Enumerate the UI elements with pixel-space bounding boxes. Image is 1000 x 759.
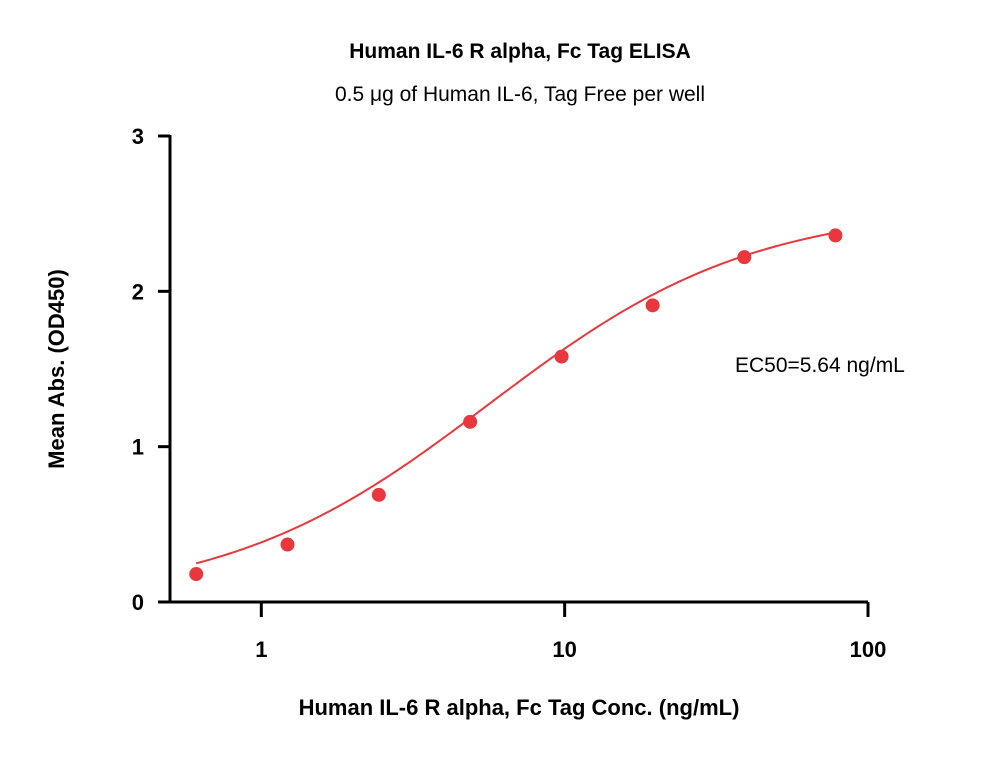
x-tick-label: 100 xyxy=(850,637,887,662)
fit-curve xyxy=(195,231,836,565)
data-point xyxy=(463,414,478,429)
data-point xyxy=(371,487,386,502)
y-tick-label: 3 xyxy=(132,124,144,149)
data-point xyxy=(737,250,752,265)
ec50-annotation: EC50=5.64 ng/mL xyxy=(735,354,905,377)
data-point xyxy=(280,537,295,552)
chart-subtitle: 0.5 μg of Human IL-6, Tag Free per well xyxy=(335,83,705,106)
data-point xyxy=(828,228,843,243)
chart-title: Human IL-6 R alpha, Fc Tag ELISA xyxy=(349,40,691,63)
data-points xyxy=(189,228,843,582)
data-point xyxy=(645,298,660,313)
x-tick-label: 10 xyxy=(552,637,576,662)
y-tick-label: 1 xyxy=(132,435,144,460)
y-tick-label: 0 xyxy=(132,590,144,615)
x-axis-label: Human IL-6 R alpha, Fc Tag Conc. (ng/mL) xyxy=(299,695,740,720)
fit-curve-group xyxy=(195,231,836,565)
data-point xyxy=(554,349,569,364)
data-point xyxy=(189,567,204,582)
y-tick-label: 2 xyxy=(132,279,144,304)
y-axis-label: Mean Abs. (OD450) xyxy=(44,269,69,469)
axes xyxy=(168,135,868,604)
x-tick-label: 1 xyxy=(255,637,267,662)
ticks: 0 1 2 3 1 10 100 xyxy=(132,124,887,662)
